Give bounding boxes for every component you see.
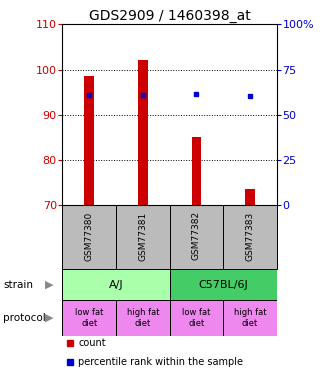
Text: high fat
diet: high fat diet bbox=[126, 308, 159, 328]
Text: ▶: ▶ bbox=[45, 313, 54, 323]
Bar bbox=[245, 189, 255, 205]
Text: C57BL/6J: C57BL/6J bbox=[198, 280, 248, 290]
Text: GSM77383: GSM77383 bbox=[245, 211, 254, 261]
Text: high fat
diet: high fat diet bbox=[234, 308, 266, 328]
Text: protocol: protocol bbox=[3, 313, 46, 323]
Bar bbox=[170, 300, 223, 336]
Bar bbox=[138, 60, 148, 205]
Text: percentile rank within the sample: percentile rank within the sample bbox=[78, 357, 244, 367]
Bar bbox=[192, 137, 201, 205]
Title: GDS2909 / 1460398_at: GDS2909 / 1460398_at bbox=[89, 9, 251, 23]
Bar bbox=[170, 205, 223, 269]
Bar bbox=[223, 300, 277, 336]
Text: A/J: A/J bbox=[109, 280, 123, 290]
Bar bbox=[62, 205, 116, 269]
Bar bbox=[116, 205, 170, 269]
Text: GSM77381: GSM77381 bbox=[138, 211, 147, 261]
Text: count: count bbox=[78, 338, 106, 348]
Bar bbox=[62, 300, 116, 336]
Text: low fat
diet: low fat diet bbox=[75, 308, 103, 328]
Text: ▶: ▶ bbox=[45, 280, 54, 290]
Bar bbox=[116, 300, 170, 336]
Bar bbox=[84, 76, 94, 205]
Bar bbox=[223, 205, 277, 269]
Text: low fat
diet: low fat diet bbox=[182, 308, 211, 328]
Text: GSM77380: GSM77380 bbox=[85, 211, 94, 261]
Text: strain: strain bbox=[3, 280, 33, 290]
Bar bbox=[62, 269, 170, 300]
Bar bbox=[170, 269, 277, 300]
Text: GSM77382: GSM77382 bbox=[192, 211, 201, 261]
